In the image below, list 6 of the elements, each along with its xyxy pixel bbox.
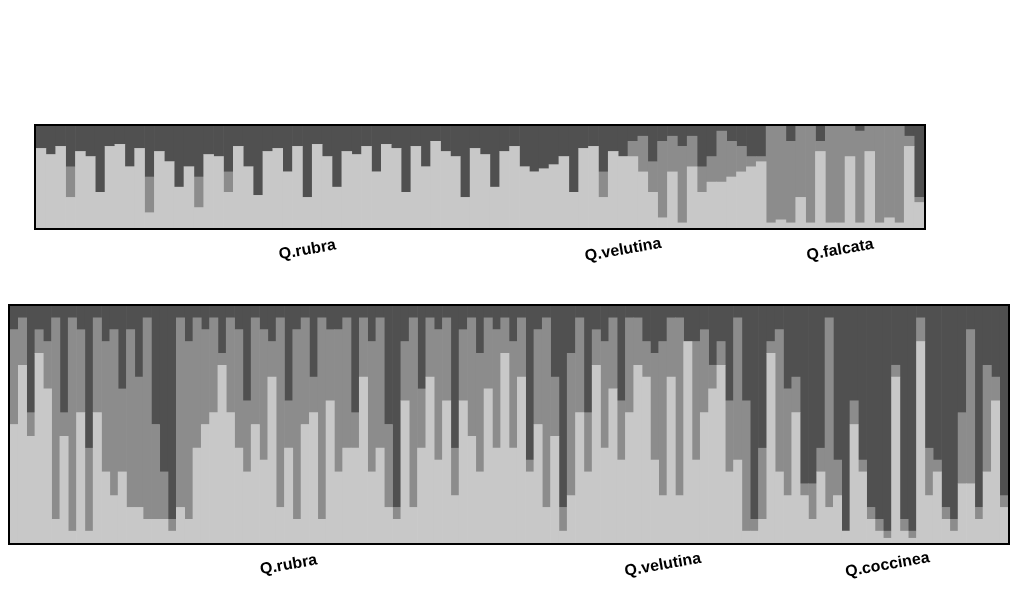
x-tick-label: Q.velutina <box>583 233 663 265</box>
x-tick-label: Q.falcata <box>805 234 875 264</box>
x-tick-label: Q.coccinea <box>843 548 931 580</box>
x-tick-label: Q.rubra <box>277 235 338 263</box>
x-tick-label: Q.rubra <box>258 550 319 578</box>
x-tick-label: Q.velutina <box>623 548 703 580</box>
